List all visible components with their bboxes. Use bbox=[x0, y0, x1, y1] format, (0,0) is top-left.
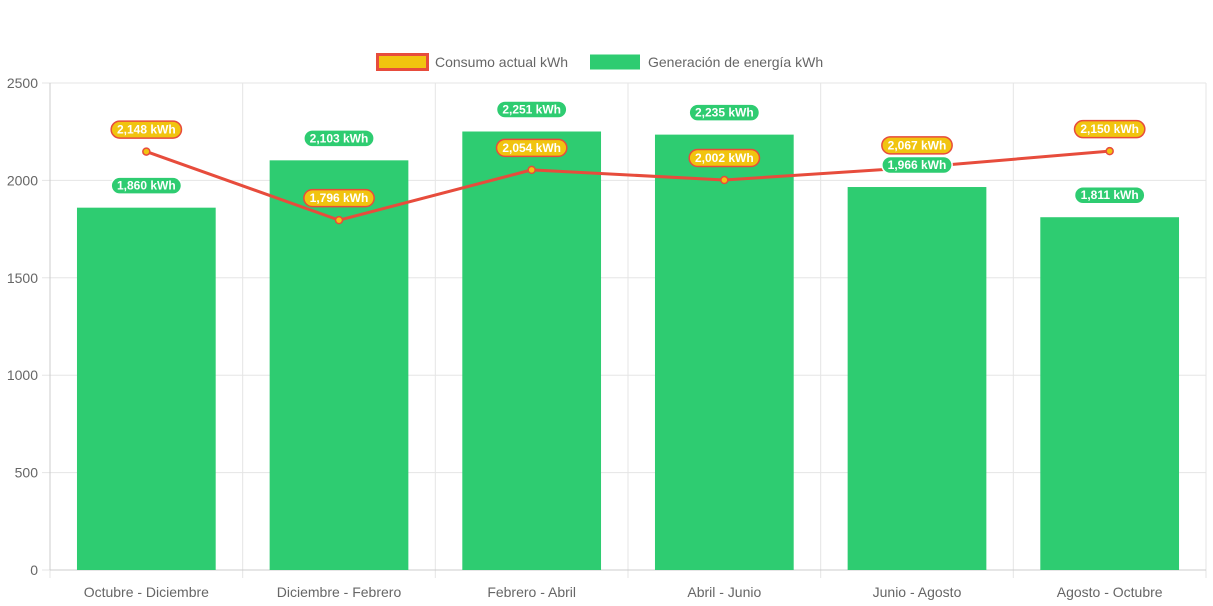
legend-label-consumo: Consumo actual kWh bbox=[435, 54, 568, 70]
bar-data-label-bg bbox=[495, 100, 568, 119]
y-tick-label: 0 bbox=[30, 562, 38, 578]
y-tick-label: 500 bbox=[15, 465, 39, 481]
bar-data-label-text: 2,235 kWh bbox=[695, 106, 754, 120]
bar-data-label-text: 1,811 kWh bbox=[1081, 188, 1139, 202]
bar-data-label-bg bbox=[110, 176, 183, 195]
line-point-consumo[interactable] bbox=[720, 175, 729, 185]
bar-data-label-text: 2,251 kWh bbox=[502, 103, 561, 117]
bar-generacion[interactable] bbox=[1040, 217, 1180, 570]
line-data-label-text: 2,054 kWh bbox=[502, 141, 561, 155]
line-data-label: 2,054 kWh bbox=[495, 138, 568, 158]
bar-data-label-text: 1,966 kWh bbox=[888, 158, 947, 172]
legend-item-consumo[interactable]: Consumo actual kWh bbox=[376, 53, 569, 71]
bar-generacion[interactable] bbox=[847, 187, 987, 570]
bar-data-label-bg bbox=[303, 129, 375, 148]
x-tick-label: Diciembre - Febrero bbox=[277, 584, 402, 600]
y-tick-label: 2500 bbox=[7, 75, 38, 91]
line-data-label-bg bbox=[110, 120, 183, 139]
line-data-label-text: 2,150 kWh bbox=[1080, 122, 1139, 136]
line-data-label-text: 2,002 kWh bbox=[695, 151, 754, 165]
bar-data-label-text: 2,103 kWh bbox=[310, 131, 369, 145]
line-data-label-bg bbox=[881, 136, 953, 155]
bar-generacion[interactable] bbox=[269, 160, 409, 570]
x-tick-label: Abril - Junio bbox=[687, 584, 761, 600]
legend-swatch-generacion bbox=[590, 54, 640, 70]
bar-data-label-text: 1,860 kWh bbox=[117, 179, 176, 193]
line-data-label-text: 2,067 kWh bbox=[888, 138, 947, 152]
bar-series bbox=[76, 131, 1180, 571]
x-tick-label: Agosto - Octubre bbox=[1057, 584, 1163, 600]
line-point-consumo[interactable] bbox=[527, 165, 536, 175]
line-point-consumo[interactable] bbox=[1105, 146, 1114, 156]
bar-generacion[interactable] bbox=[654, 134, 794, 570]
line-data-label-bg bbox=[1073, 119, 1146, 139]
bar-data-label: 2,235 kWh bbox=[688, 103, 761, 122]
legend-item-generacion[interactable]: Generación de energía kWh bbox=[590, 54, 823, 70]
line-data-label-bg bbox=[688, 148, 761, 168]
legend-label-generacion: Generación de energía kWh bbox=[648, 54, 823, 70]
y-tick-label: 1000 bbox=[7, 367, 38, 383]
bar-data-label: 2,251 kWh bbox=[495, 100, 568, 119]
legend-swatch-consumo bbox=[376, 53, 429, 71]
x-tick-label: Febrero - Abril bbox=[487, 584, 576, 600]
bar-data-label: 1,860 kWh bbox=[110, 176, 183, 195]
y-tick-label: 1500 bbox=[7, 270, 38, 286]
line-data-label: 2,148 kWh bbox=[110, 120, 183, 139]
line-point-consumo[interactable] bbox=[334, 215, 344, 225]
bar-data-label-bg bbox=[1073, 185, 1146, 205]
axes: 0 500 1000 1500 2000 2500 Octubre - Diciembre D… bbox=[7, 75, 1206, 600]
line-data-label: 2,150 kWh bbox=[1073, 119, 1146, 139]
bar-generacion[interactable] bbox=[462, 131, 602, 571]
line-data-label-bg bbox=[303, 188, 375, 208]
legend[interactable]: Consumo actual kWh Generación de energía … bbox=[376, 53, 824, 71]
line-point-consumo[interactable] bbox=[142, 147, 151, 156]
bar-data-label: 2,103 kWh bbox=[303, 129, 375, 148]
x-tick-label: Junio - Agosto bbox=[873, 584, 962, 600]
data-labels: 1,860 kWh 2,103 kWh 2,251 kWh 2,235 kWh 1,96… bbox=[110, 100, 1146, 208]
line-data-label-text: 1,796 kWh bbox=[310, 191, 369, 205]
line-data-label-bg bbox=[495, 138, 568, 158]
y-tick-label: 2000 bbox=[7, 172, 38, 188]
x-tick-label: Octubre - Diciembre bbox=[84, 584, 209, 600]
line-data-label-text: 2,148 kWh bbox=[117, 123, 176, 137]
bar-data-label: 1,811 kWh bbox=[1073, 185, 1146, 205]
bar-generacion[interactable] bbox=[76, 207, 216, 570]
bar-data-label-bg bbox=[688, 103, 761, 122]
line-data-label: 1,796 kWh bbox=[303, 188, 375, 208]
grid bbox=[42, 82, 1207, 578]
line-data-label: 2,067 kWh bbox=[881, 136, 953, 155]
bar-data-label-bg bbox=[881, 155, 953, 175]
bar-data-label: 1,966 kWh bbox=[881, 155, 953, 175]
line-data-label: 2,002 kWh bbox=[688, 148, 761, 168]
